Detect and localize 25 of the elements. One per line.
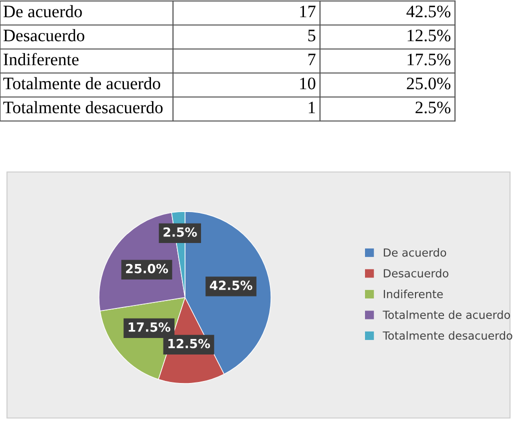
text: 10	[300, 78, 316, 90]
legend-label: Desacuerdo	[384, 268, 448, 278]
category-label: Totalmente de acuerdo	[3, 77, 160, 90]
legend-label: Totalmente desacuerdo	[382, 331, 512, 340]
legend-label: Indiferente	[384, 290, 443, 298]
text: 5	[308, 30, 316, 42]
legend-label: De acuerdo	[384, 248, 446, 257]
data-label: 42.5%	[210, 280, 252, 290]
text: 17.5%	[408, 54, 450, 66]
text: 12.5%	[408, 30, 450, 42]
data-label: 25.0%	[126, 264, 168, 274]
category-label: Desacuerdo	[4, 29, 84, 42]
category-label: De acuerdo	[4, 5, 82, 18]
text: 7	[308, 54, 316, 66]
data-label: 2.5%	[164, 227, 197, 237]
data-label: 12.5%	[168, 338, 210, 348]
legend-label: Totalmente de acuerdo	[382, 310, 510, 319]
text: 17	[300, 6, 316, 18]
text: 25.0%	[406, 78, 450, 90]
text: 42.5%	[406, 6, 450, 18]
text: 1	[308, 102, 315, 114]
category-label: Totalmente desacuerdo	[3, 101, 163, 114]
category-label: Indiferente	[4, 52, 79, 66]
text: 2.5%	[416, 102, 450, 114]
data-label: 17.5%	[128, 322, 170, 332]
